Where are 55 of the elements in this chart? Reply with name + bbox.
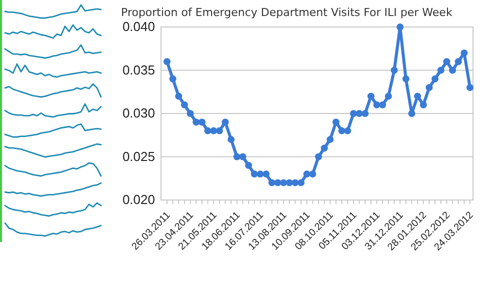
point [169, 75, 176, 82]
point [186, 110, 194, 117]
point [396, 24, 404, 30]
point [198, 118, 206, 126]
point [315, 153, 322, 160]
point [367, 92, 374, 100]
point [350, 110, 357, 117]
point [408, 110, 416, 117]
point [454, 58, 462, 66]
y-tick-label: 0.020 [122, 192, 155, 208]
point [437, 66, 444, 74]
point [204, 127, 212, 134]
point [332, 118, 340, 126]
y-tick-label: 0.025 [122, 148, 155, 164]
point [245, 162, 252, 169]
point [362, 110, 369, 117]
y-tick-label: 0.040 [122, 19, 155, 34]
point [460, 49, 468, 56]
y-tick-label: 0.035 [122, 62, 155, 78]
point [303, 170, 310, 178]
point [250, 170, 258, 178]
point [384, 92, 392, 100]
point [262, 170, 270, 178]
point [164, 58, 170, 66]
point [414, 92, 422, 100]
point [222, 118, 229, 126]
point [280, 179, 288, 186]
point [344, 127, 352, 134]
point [443, 58, 450, 66]
point [449, 66, 456, 74]
point [326, 136, 334, 143]
point [192, 118, 200, 126]
point [256, 170, 264, 178]
point [298, 179, 305, 186]
point [390, 66, 398, 74]
point [268, 179, 276, 186]
point [432, 75, 439, 82]
point [216, 127, 223, 134]
point [180, 101, 188, 108]
y-tick-label: 0.030 [122, 106, 155, 121]
point [233, 153, 240, 160]
point [228, 136, 235, 143]
chart-title: Proportion of Emergency Department Visits For ILI per Week [121, 6, 453, 19]
point [379, 101, 386, 108]
point [320, 144, 328, 152]
point [420, 101, 427, 108]
point [210, 127, 218, 134]
point [309, 170, 316, 178]
point [466, 84, 474, 92]
point [338, 127, 346, 134]
point [175, 92, 182, 100]
point [402, 75, 410, 82]
point [239, 153, 246, 160]
point [286, 179, 293, 186]
point [426, 84, 433, 92]
